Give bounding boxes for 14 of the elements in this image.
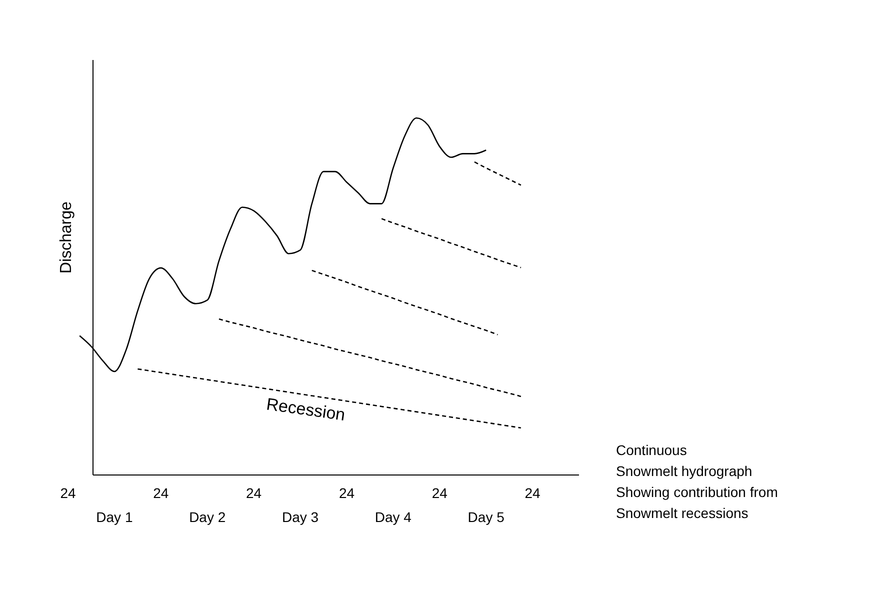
text: Day 5 bbox=[468, 509, 505, 525]
text: Continuous Snowmelt hydrograph Showing contribution from Snowmelt recessions bbox=[616, 442, 778, 521]
text: Day 1 bbox=[96, 509, 133, 525]
annotation: Recession bbox=[265, 394, 346, 424]
x-tick-label: 24 bbox=[60, 485, 76, 501]
x-tick-label: 24 bbox=[432, 485, 448, 501]
x-tick-label: 24 bbox=[246, 485, 262, 501]
text: Day 2 bbox=[189, 509, 226, 525]
text: Day 4 bbox=[374, 509, 412, 525]
x-tick-label: 24 bbox=[338, 485, 355, 501]
y-axis-title: Discharge bbox=[58, 201, 75, 274]
text: Day 3 bbox=[282, 509, 319, 525]
x-tick-label: 24 bbox=[524, 485, 541, 501]
x-tick-label: 24 bbox=[153, 485, 169, 501]
